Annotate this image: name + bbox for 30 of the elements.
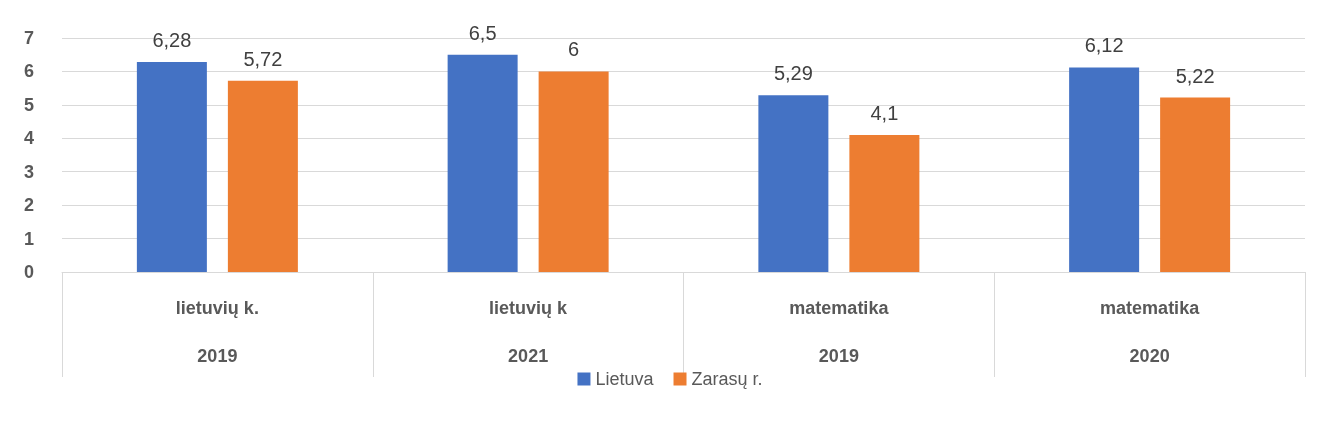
y-tick-label: 0 <box>23 262 34 282</box>
data-label: 6,28 <box>152 29 192 52</box>
legend-label: Zarasų r. <box>691 369 763 389</box>
legend-label: Lietuva <box>595 369 655 389</box>
y-tick-label: 3 <box>23 161 34 182</box>
bar <box>538 71 609 272</box>
data-label: 4,1 <box>870 101 899 124</box>
data-label: 6,12 <box>1084 34 1124 57</box>
data-label: 5,22 <box>1175 64 1215 87</box>
y-tick-label: 1 <box>23 228 34 249</box>
y-tick-label: 7 <box>23 28 34 48</box>
bar <box>136 62 207 272</box>
bar <box>447 54 518 272</box>
data-label: 6,5 <box>468 21 497 44</box>
category-label: lietuvių k 2021 <box>489 298 568 366</box>
y-tick-label: 2 <box>23 195 34 216</box>
category-label: matematika 2020 <box>1100 298 1200 366</box>
bar <box>227 80 298 272</box>
bar <box>849 134 920 272</box>
data-label: 5,72 <box>243 47 283 70</box>
category-label: lietuvių k. 2019 <box>175 298 259 366</box>
y-tick-label: 6 <box>23 61 34 82</box>
data-label: 5,29 <box>773 62 813 85</box>
bar <box>1069 67 1140 272</box>
bar <box>758 95 829 272</box>
category-label: matematika 2019 <box>789 298 889 366</box>
bar <box>1160 97 1231 272</box>
y-tick-label: 5 <box>23 94 34 115</box>
y-tick-label: 4 <box>23 128 34 149</box>
data-label: 6 <box>568 38 580 61</box>
